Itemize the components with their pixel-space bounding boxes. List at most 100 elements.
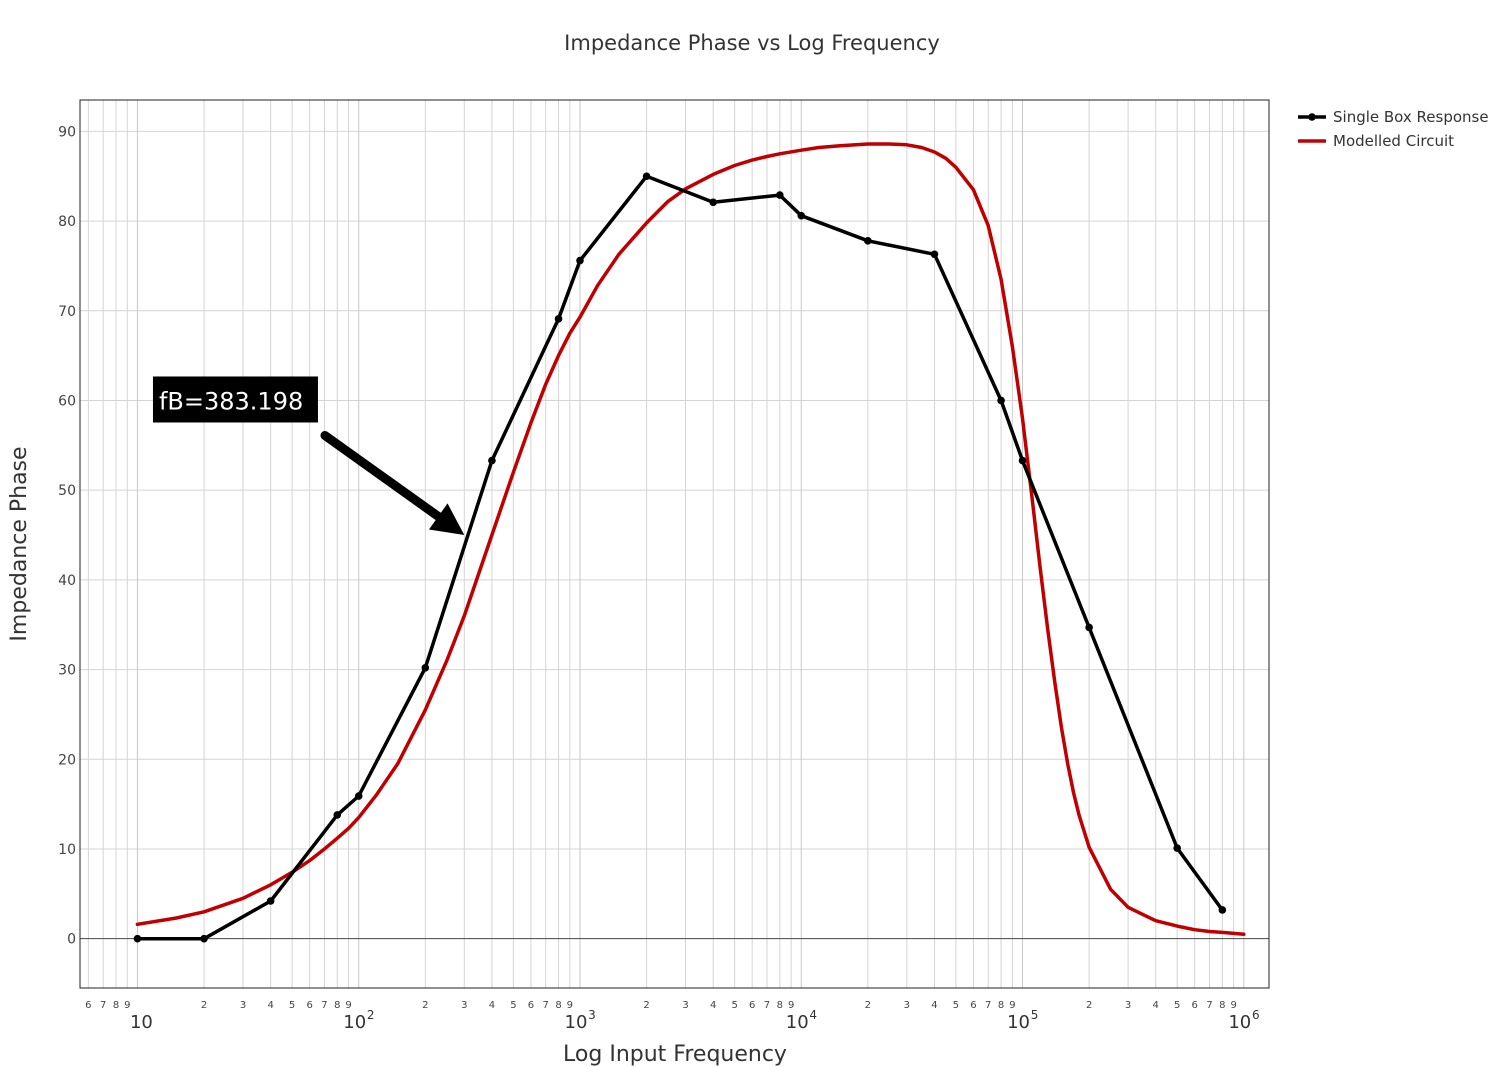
series-single-box-response — [133, 172, 1227, 943]
x-minor-tick-label: 8 — [334, 1000, 340, 1011]
data-point — [333, 811, 342, 819]
x-minor-tick-label: 8 — [113, 1000, 119, 1011]
x-minor-tick-label: 6 — [749, 1000, 755, 1011]
x-major-tick-base: 10 — [565, 1012, 588, 1033]
x-minor-tick-label: 8 — [1219, 1000, 1225, 1011]
x-minor-tick-label: 4 — [489, 1000, 495, 1011]
x-major-tick-label: 10 3 — [565, 1008, 596, 1033]
x-minor-tick-label: 5 — [1174, 1000, 1180, 1011]
y-tick-labels: 0 10 20 30 40 50 60 70 80 90 — [58, 124, 76, 947]
x-minor-tick-label: 2 — [1086, 1000, 1092, 1011]
x-minor-tick-label: 3 — [1125, 1000, 1131, 1011]
x-minor-tick-label: 2 — [865, 1000, 871, 1011]
data-point — [864, 237, 872, 245]
annotation-text: fB=383.198 — [159, 387, 303, 415]
legend: Single Box Response Modelled Circuit — [1298, 108, 1489, 150]
y-tick-label: 10 — [58, 842, 76, 858]
data-point — [709, 198, 718, 207]
x-major-tick-base: 10 — [786, 1012, 809, 1033]
x-minor-tick-label: 4 — [267, 1000, 273, 1011]
data-point — [797, 211, 806, 220]
x-major-tick-label: 10 5 — [1007, 1008, 1038, 1033]
x-major-tick-label: 10 6 — [1228, 1008, 1259, 1033]
y-tick-label: 30 — [58, 663, 76, 679]
data-point — [133, 934, 142, 943]
annotation-arrow-head — [428, 503, 465, 536]
x-minor-tick-label: 7 — [764, 1000, 770, 1011]
series-layer — [133, 142, 1246, 943]
x-major-tick-exp: 4 — [809, 1008, 817, 1022]
x-minor-tick-label: 9 — [1009, 1000, 1015, 1011]
y-tick-label: 70 — [58, 304, 76, 320]
data-point — [1085, 623, 1093, 632]
series-line — [135, 174, 1225, 941]
x-minor-tick-label: 3 — [461, 1000, 467, 1011]
x-minor-tick-label: 7 — [1206, 1000, 1212, 1011]
y-axis-title: Impedance Phase — [7, 446, 32, 641]
legend-label: Modelled Circuit — [1333, 132, 1454, 150]
x-minor-tick-label: 9 — [1230, 1000, 1236, 1011]
x-major-tick-exp: 5 — [1031, 1008, 1039, 1022]
data-point — [554, 315, 563, 323]
x-minor-tick-label: 4 — [1153, 1000, 1159, 1011]
x-minor-tick-label: 8 — [555, 1000, 561, 1011]
x-major-tick-base: 10 — [130, 1012, 153, 1033]
y-tick-label: 60 — [58, 393, 76, 409]
x-minor-tick-label: 9 — [788, 1000, 794, 1011]
x-major-tick-exp: 2 — [367, 1008, 375, 1022]
x-major-tick-base: 10 — [343, 1012, 366, 1033]
x-minor-tick-label: 4 — [710, 1000, 716, 1011]
x-minor-tick-label: 7 — [321, 1000, 327, 1011]
data-point — [421, 663, 430, 672]
data-point — [642, 172, 651, 181]
series-line — [135, 142, 1246, 936]
grid-layer — [80, 100, 1269, 988]
x-minor-tick-label: 5 — [953, 1000, 959, 1011]
x-minor-tick-label: 8 — [998, 1000, 1004, 1011]
x-minor-tick-label: 9 — [124, 1000, 130, 1011]
x-minor-tick-label: 9 — [345, 1000, 351, 1011]
chart-title: Impedance Phase vs Log Frequency — [564, 31, 940, 55]
x-major-tick-label: 10 — [130, 1012, 153, 1033]
x-minor-tick-label: 6 — [970, 1000, 976, 1011]
y-tick-label: 50 — [58, 483, 76, 499]
x-minor-tick-label: 7 — [985, 1000, 991, 1011]
x-minor-tick-label: 8 — [777, 1000, 783, 1011]
data-point — [1018, 456, 1027, 465]
x-minor-tick-label: 2 — [422, 1000, 428, 1011]
x-minor-tick-label: 3 — [682, 1000, 688, 1011]
y-tick-label: 90 — [58, 124, 76, 140]
x-major-tick-exp: 3 — [588, 1008, 596, 1022]
x-minor-tick-label: 6 — [85, 1000, 91, 1011]
x-minor-tick-label: 5 — [289, 1000, 295, 1011]
legend-label: Single Box Response — [1333, 108, 1489, 126]
x-minor-tick-label: 5 — [731, 1000, 737, 1011]
series-modelled-circuit — [135, 142, 1246, 936]
legend-item-single-box-response: Single Box Response — [1298, 108, 1489, 126]
data-point — [488, 456, 496, 465]
data-point — [1218, 906, 1227, 914]
legend-marker — [1308, 113, 1316, 121]
x-minor-tick-label: 7 — [543, 1000, 549, 1011]
x-minor-tick-label: 7 — [100, 1000, 106, 1011]
plot-frame — [79, 99, 1270, 989]
y-tick-label: 80 — [58, 214, 76, 230]
annotation-box — [152, 376, 318, 423]
x-minor-tick-label: 6 — [528, 1000, 534, 1011]
data-point — [997, 396, 1005, 405]
y-tick-label: 0 — [67, 932, 76, 948]
annotation: fB=383.198 — [152, 376, 465, 536]
annotation-layer: fB=383.198 — [152, 376, 465, 536]
x-major-tick-base: 10 — [1228, 1012, 1251, 1033]
x-axis-title: Log Input Frequency — [563, 1042, 787, 1067]
x-major-tick-base: 10 — [1007, 1012, 1030, 1033]
x-major-tick-label: 10 2 — [343, 1008, 374, 1033]
x-minor-tick-label: 6 — [306, 1000, 312, 1011]
legend-item-modelled-circuit: Modelled Circuit — [1298, 132, 1454, 150]
data-point — [930, 250, 939, 259]
x-minor-tick-label: 2 — [643, 1000, 649, 1011]
data-point — [1173, 844, 1181, 852]
y-tick-label: 40 — [58, 573, 76, 589]
x-minor-tick-label: 9 — [567, 1000, 573, 1011]
